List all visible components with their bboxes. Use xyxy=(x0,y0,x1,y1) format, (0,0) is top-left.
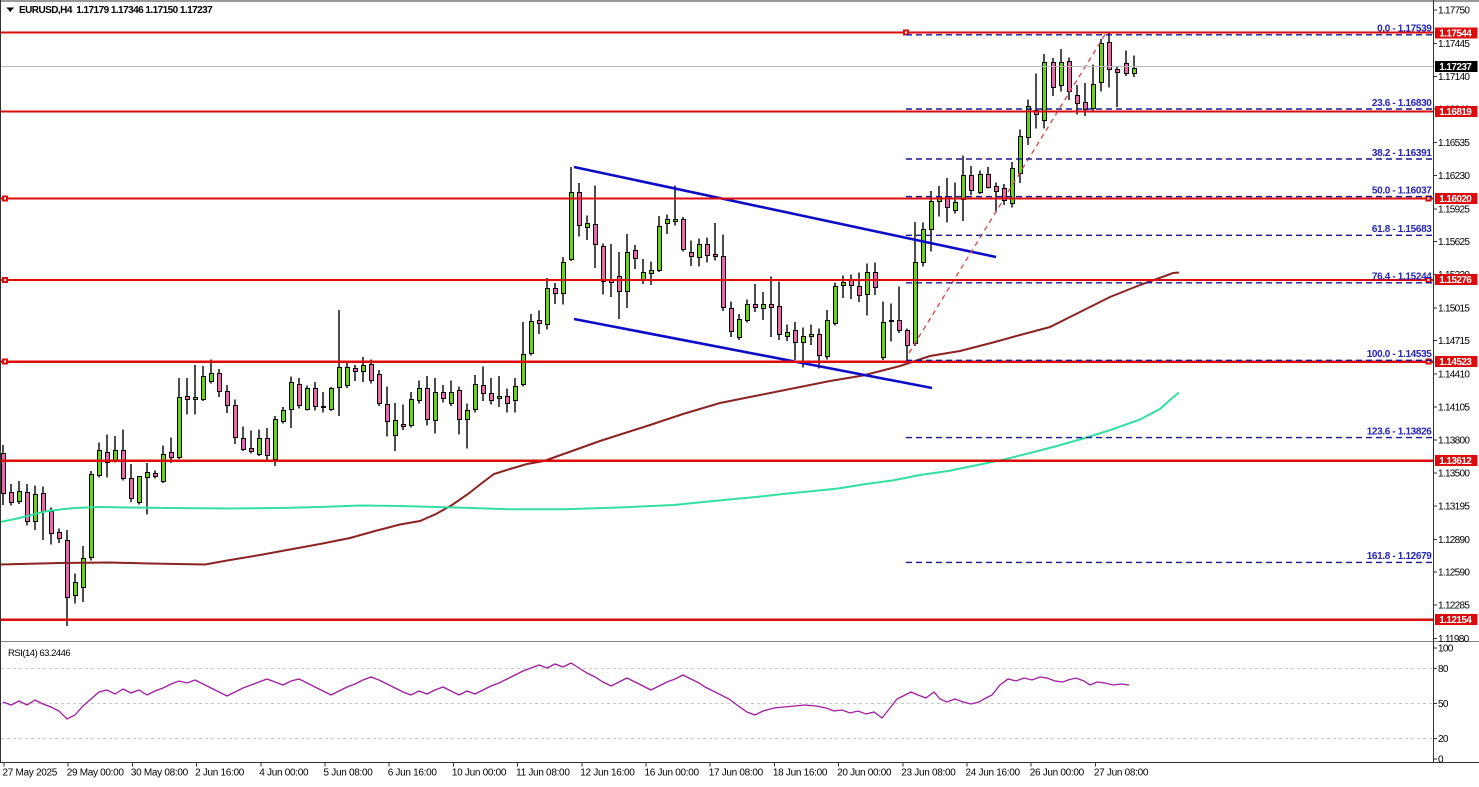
svg-text:17 Jun 08:00: 17 Jun 08:00 xyxy=(709,768,764,779)
svg-text:20: 20 xyxy=(1438,734,1449,745)
svg-text:80: 80 xyxy=(1438,664,1449,675)
svg-text:16 Jun 00:00: 16 Jun 00:00 xyxy=(645,768,700,779)
svg-text:1.15625: 1.15625 xyxy=(1438,237,1470,248)
svg-text:1.12154: 1.12154 xyxy=(1439,615,1472,626)
svg-text:1.17445: 1.17445 xyxy=(1438,39,1470,50)
svg-text:1.12890: 1.12890 xyxy=(1438,535,1470,546)
svg-text:1.13612: 1.13612 xyxy=(1439,456,1472,467)
svg-text:1.14105: 1.14105 xyxy=(1438,403,1470,414)
svg-text:161.8 - 1.12679: 161.8 - 1.12679 xyxy=(1367,551,1433,562)
svg-text:18 Jun 16:00: 18 Jun 16:00 xyxy=(773,768,828,779)
svg-text:2 Jun 16:00: 2 Jun 16:00 xyxy=(195,768,245,779)
svg-text:1.14523: 1.14523 xyxy=(1439,357,1472,368)
svg-text:1.15276: 1.15276 xyxy=(1439,275,1472,286)
svg-text:1.17237: 1.17237 xyxy=(1439,62,1472,73)
svg-text:1.17750: 1.17750 xyxy=(1438,6,1470,17)
svg-text:1.13500: 1.13500 xyxy=(1438,468,1470,479)
svg-text:1.17140: 1.17140 xyxy=(1438,72,1470,83)
svg-text:1.14715: 1.14715 xyxy=(1438,336,1470,347)
svg-text:50: 50 xyxy=(1438,699,1449,710)
svg-text:10 Jun 00:00: 10 Jun 00:00 xyxy=(452,768,507,779)
svg-text:29 May 00:00: 29 May 00:00 xyxy=(67,768,125,779)
svg-text:6 Jun 16:00: 6 Jun 16:00 xyxy=(388,768,438,779)
svg-text:61.8 - 1.15683: 61.8 - 1.15683 xyxy=(1372,224,1432,235)
svg-text:26 Jun 00:00: 26 Jun 00:00 xyxy=(1030,768,1085,779)
svg-text:EURUSD,H4 1.17179 1.17346 1.1: EURUSD,H4 1.17179 1.17346 1.17150 1.1723… xyxy=(19,5,213,16)
svg-text:1.11980: 1.11980 xyxy=(1438,634,1470,645)
svg-text:1.12285: 1.12285 xyxy=(1438,601,1470,612)
svg-text:100: 100 xyxy=(1438,644,1454,655)
svg-text:1.15015: 1.15015 xyxy=(1438,303,1470,314)
svg-text:100.0 - 1.14535: 100.0 - 1.14535 xyxy=(1367,349,1433,360)
svg-text:5 Jun 08:00: 5 Jun 08:00 xyxy=(324,768,374,779)
svg-text:12 Jun 16:00: 12 Jun 16:00 xyxy=(580,768,635,779)
svg-text:1.16020: 1.16020 xyxy=(1439,194,1472,205)
svg-text:0.0 - 1.17539: 0.0 - 1.17539 xyxy=(1377,24,1432,35)
svg-text:1.15925: 1.15925 xyxy=(1438,204,1470,215)
svg-text:76.4 - 1.15244: 76.4 - 1.15244 xyxy=(1372,272,1432,283)
svg-text:1.13195: 1.13195 xyxy=(1438,502,1470,513)
svg-text:0: 0 xyxy=(1438,755,1444,766)
svg-text:20 Jun 00:00: 20 Jun 00:00 xyxy=(837,768,892,779)
svg-text:1.17544: 1.17544 xyxy=(1439,29,1472,40)
svg-text:27 Jun 08:00: 27 Jun 08:00 xyxy=(1094,768,1149,779)
svg-text:1.16535: 1.16535 xyxy=(1438,138,1470,149)
svg-text:30 May 08:00: 30 May 08:00 xyxy=(131,768,189,779)
svg-text:4 Jun 00:00: 4 Jun 00:00 xyxy=(259,768,309,779)
svg-text:1.13800: 1.13800 xyxy=(1438,436,1470,447)
svg-text:123.6 - 1.13826: 123.6 - 1.13826 xyxy=(1367,426,1433,437)
svg-text:11 Jun 08:00: 11 Jun 08:00 xyxy=(516,768,570,779)
svg-text:24 Jun 16:00: 24 Jun 16:00 xyxy=(966,768,1021,779)
svg-text:23.6 - 1.16830: 23.6 - 1.16830 xyxy=(1372,98,1432,109)
svg-text:1.12590: 1.12590 xyxy=(1438,568,1470,579)
svg-text:1.16819: 1.16819 xyxy=(1439,107,1472,118)
svg-text:50.0 - 1.16037: 50.0 - 1.16037 xyxy=(1372,185,1432,196)
svg-text:RSI(14) 63.2446: RSI(14) 63.2446 xyxy=(8,648,70,659)
svg-text:38.2 - 1.16391: 38.2 - 1.16391 xyxy=(1372,148,1432,159)
svg-text:27 May 2025: 27 May 2025 xyxy=(3,768,58,779)
svg-text:1.14410: 1.14410 xyxy=(1438,369,1470,380)
svg-text:1.16230: 1.16230 xyxy=(1438,171,1470,182)
svg-text:23 Jun 08:00: 23 Jun 08:00 xyxy=(901,768,956,779)
